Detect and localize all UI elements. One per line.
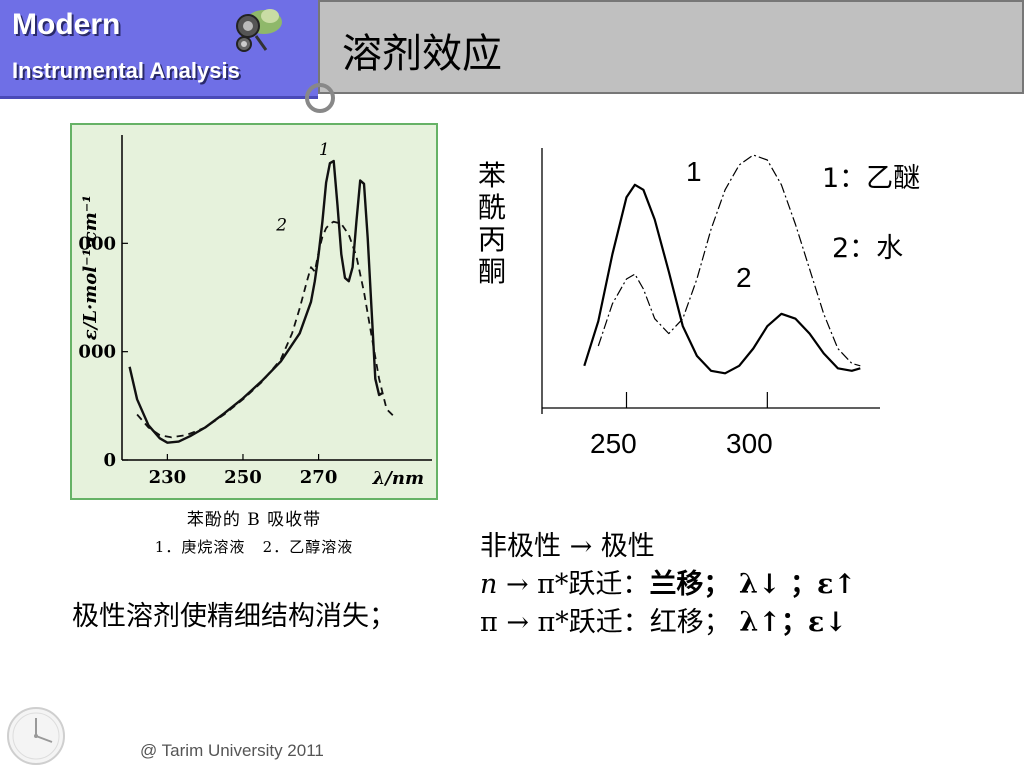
c2-series-1 xyxy=(583,183,861,375)
phenol-spectrum-frame: 230 250 270 0 1 000 2 000 1 2 λ/nm ε/L·mol⁻¹·cm… xyxy=(60,123,438,500)
gear-logo-icon xyxy=(236,9,282,52)
phenol-caption: 苯酚的 B 吸收带 xyxy=(186,510,322,530)
ylabel-char-2: 丙 xyxy=(477,223,506,256)
c1-xlabel: λ/nm xyxy=(372,468,424,489)
brand-subtitle: Instrumental Analysis xyxy=(12,58,240,83)
rule-pi-pi-text: π → π*跃迁：红移； xyxy=(480,607,731,638)
c1-series-1 xyxy=(128,159,384,444)
phenol-spectrum-chart: 230 250 270 0 1 000 2 000 1 2 λ/nm ε/L·mol⁻¹·cm… xyxy=(60,135,432,489)
c1-series-label: 2 xyxy=(275,215,287,235)
clock-icon xyxy=(7,707,65,765)
c1-series-label: 1 xyxy=(319,140,330,160)
phenol-legend-1: 1．庚烷溶液 xyxy=(154,538,246,556)
curve-label-2: 2 xyxy=(736,262,752,293)
x-tick-300: 300 xyxy=(726,428,773,459)
legend-water: 2：水 xyxy=(832,233,904,264)
c1-xtick-label: 270 xyxy=(300,467,338,488)
c1-ylabel: ε/L·mol⁻¹·cm⁻¹ xyxy=(80,195,101,340)
brand-block: Modern Instrumental Analysis xyxy=(0,0,318,99)
phenol-legend-2: 2．乙醇溶液 xyxy=(262,538,354,556)
ylabel-char-3: 酮 xyxy=(477,255,506,288)
rule-pi-pi: π → π*跃迁：红移； λ↑；ε↓ xyxy=(480,604,856,642)
benzoylacetone-chart xyxy=(541,148,880,414)
rule-n-pi-effect: λ↓ ；ε↑ xyxy=(739,569,857,600)
polar-solvent-note: 极性溶剂使精细结构消失； xyxy=(72,601,396,632)
phenol-legend: 1．庚烷溶液 2．乙醇溶液 xyxy=(70,536,438,557)
brand-title: Modern xyxy=(12,8,121,41)
rule-n-pi: n → π*跃迁：兰移； λ↓ ；ε↑ xyxy=(480,566,856,604)
phenol-caption-block: 苯酚的 B 吸收带 1．庚烷溶液 2．乙醇溶液 xyxy=(70,505,438,557)
c2-series-2 xyxy=(597,154,861,367)
c1-ytick-label: 2 000 xyxy=(72,233,116,254)
c1-ytick-label: 0 xyxy=(103,450,116,471)
title-bar: 溶剂效应 xyxy=(318,0,1024,94)
curve-label-1: 1 xyxy=(686,156,702,187)
x-tick-250: 250 xyxy=(590,428,637,459)
c1-ytick-label: 1 000 xyxy=(72,342,116,363)
rule-n-pi-text: → π*跃迁： xyxy=(497,569,650,600)
c1-xtick-label: 250 xyxy=(224,467,262,488)
n-symbol: n xyxy=(480,569,498,600)
ring-decoration-icon xyxy=(305,83,335,113)
c1-series-2 xyxy=(136,220,395,439)
legend-ether: 1：乙醚 xyxy=(822,163,921,194)
c1-xtick-label: 230 xyxy=(149,467,187,488)
rule-pi-pi-effect: λ↑；ε↓ xyxy=(739,607,847,638)
benzoylacetone-ylabel: 苯酰丙酮 xyxy=(472,160,512,288)
rule-polarity: 非极性 → 极性 xyxy=(480,531,655,562)
ylabel-char-1: 酰 xyxy=(477,191,506,224)
page-title: 溶剂效应 xyxy=(342,31,502,77)
shift-rules: 非极性 → 极性 n → π*跃迁：兰移； λ↓ ；ε↑ π → π*跃迁：红移… xyxy=(480,528,856,642)
footer-copyright: @ Tarim University 2011 xyxy=(140,741,324,760)
rule-n-pi-shift: 兰移； xyxy=(649,569,731,600)
ylabel-char-0: 苯 xyxy=(477,159,506,192)
